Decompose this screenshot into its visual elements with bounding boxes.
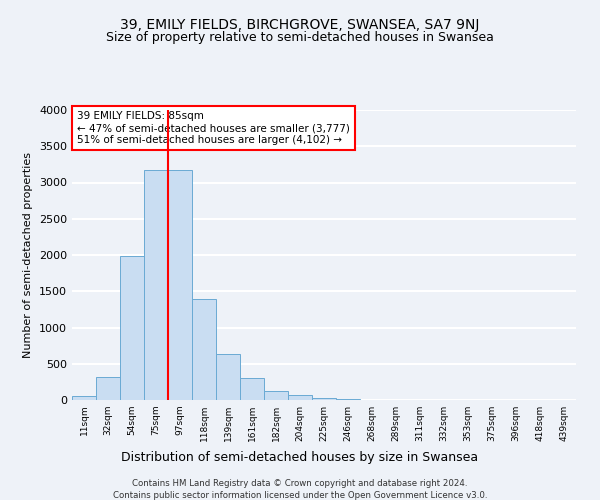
Bar (72, 396, 96, 400)
Bar (288, 394, 312, 400)
Bar (120, 256, 144, 400)
Bar (312, 398, 336, 400)
Text: 39 EMILY FIELDS: 85sqm
← 47% of semi-detached houses are smaller (3,777)
51% of : 39 EMILY FIELDS: 85sqm ← 47% of semi-det… (77, 112, 350, 144)
Text: 39, EMILY FIELDS, BIRCHGROVE, SWANSEA, SA7 9NJ: 39, EMILY FIELDS, BIRCHGROVE, SWANSEA, S… (121, 18, 479, 32)
Bar (144, 170, 168, 400)
Bar (192, 298, 216, 400)
Bar (216, 354, 240, 400)
Bar (240, 378, 264, 400)
Text: Distribution of semi-detached houses by size in Swansea: Distribution of semi-detached houses by … (121, 451, 479, 464)
Text: Contains public sector information licensed under the Open Government Licence v3: Contains public sector information licen… (113, 490, 487, 500)
Text: Contains HM Land Registry data © Crown copyright and database right 2024.: Contains HM Land Registry data © Crown c… (132, 480, 468, 488)
Text: Size of property relative to semi-detached houses in Swansea: Size of property relative to semi-detach… (106, 31, 494, 44)
Bar (96, 377, 120, 400)
Bar (168, 170, 192, 400)
Bar (264, 390, 288, 400)
Y-axis label: Number of semi-detached properties: Number of semi-detached properties (23, 152, 34, 358)
